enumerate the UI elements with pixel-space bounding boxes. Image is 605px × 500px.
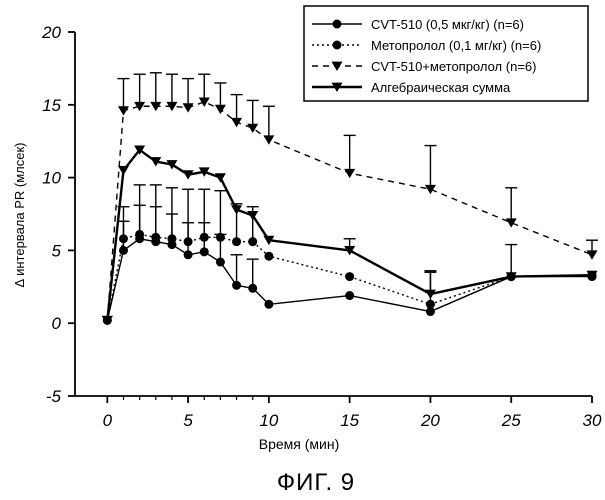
- series-lines: [107, 102, 592, 320]
- y-tick-label: -5: [46, 387, 62, 406]
- x-tick-label: 25: [501, 411, 521, 430]
- y-tick-label: 10: [42, 169, 61, 188]
- series-3-point: [183, 103, 194, 112]
- series-markers: [102, 97, 598, 325]
- legend-label-2: Метопролол (0,1 мг/кг) (n=6): [371, 38, 541, 53]
- series-1-point: [200, 247, 209, 256]
- series-3-point: [199, 97, 210, 106]
- figure-caption: ФИГ. 9: [277, 469, 355, 496]
- x-tick-label: 15: [340, 411, 359, 430]
- x-tick-label: 5: [183, 411, 193, 430]
- series-1-point: [184, 250, 193, 259]
- series-2-point: [151, 233, 160, 242]
- series-2-point: [345, 272, 354, 281]
- x-axis-label: Время (мин): [259, 436, 340, 452]
- legend-label-4: Алгебраическая сумма: [371, 80, 511, 95]
- series-2-point: [167, 234, 176, 243]
- legend: CVT-510 (0,5 мкг/кг) (n=6) Метопролол (0,…: [304, 6, 588, 101]
- series-3-point: [215, 105, 226, 114]
- series-3-point: [118, 106, 129, 115]
- y-axis-label: Δ интервала PR (млсек): [12, 143, 27, 288]
- series-line-3: [107, 102, 592, 320]
- series-1-point: [232, 281, 241, 290]
- x-tick-label: 30: [583, 411, 602, 430]
- series-3-point: [587, 250, 598, 259]
- series-2-point: [232, 237, 241, 246]
- series-4-point: [247, 211, 258, 220]
- series-2-point: [135, 230, 144, 239]
- series-3-point: [506, 218, 517, 227]
- x-tick-label: 20: [420, 411, 440, 430]
- series-3-point: [425, 185, 436, 194]
- legend-marker-1: [333, 20, 342, 29]
- series-3-point: [231, 118, 242, 127]
- line-chart: -5 0 5 10 15 20 0 5 10 15 20 25 30 Δ интервала PR (м…: [0, 0, 605, 500]
- series-3-point: [344, 169, 355, 178]
- series-2-point: [184, 237, 193, 246]
- series-4-point: [118, 166, 129, 175]
- series-2-point: [119, 234, 128, 243]
- x-tick-label: 0: [103, 411, 113, 430]
- y-tick-label: 0: [52, 314, 62, 333]
- y-tick-label: 20: [41, 23, 61, 42]
- y-tick-label: 15: [42, 96, 61, 115]
- series-2-point: [248, 237, 257, 246]
- legend-marker-2: [333, 41, 342, 50]
- series-1-point: [264, 300, 273, 309]
- series-2-point: [200, 233, 209, 242]
- series-1-point: [216, 258, 225, 267]
- series-1-point: [119, 246, 128, 255]
- series-2-point: [216, 233, 225, 242]
- legend-label-1: CVT-510 (0,5 мкг/кг) (n=6): [371, 17, 524, 32]
- series-2-point: [264, 252, 273, 261]
- series-2-point: [426, 300, 435, 309]
- x-tick-label: 10: [259, 411, 278, 430]
- series-4-point: [215, 173, 226, 182]
- series-3-point: [263, 135, 274, 144]
- series-3-point: [134, 102, 145, 111]
- series-1-point: [248, 284, 257, 293]
- y-tick-label: 5: [52, 241, 62, 260]
- series-1-point: [345, 291, 354, 300]
- legend-label-3: CVT-510+метопролол (n=6): [371, 59, 536, 74]
